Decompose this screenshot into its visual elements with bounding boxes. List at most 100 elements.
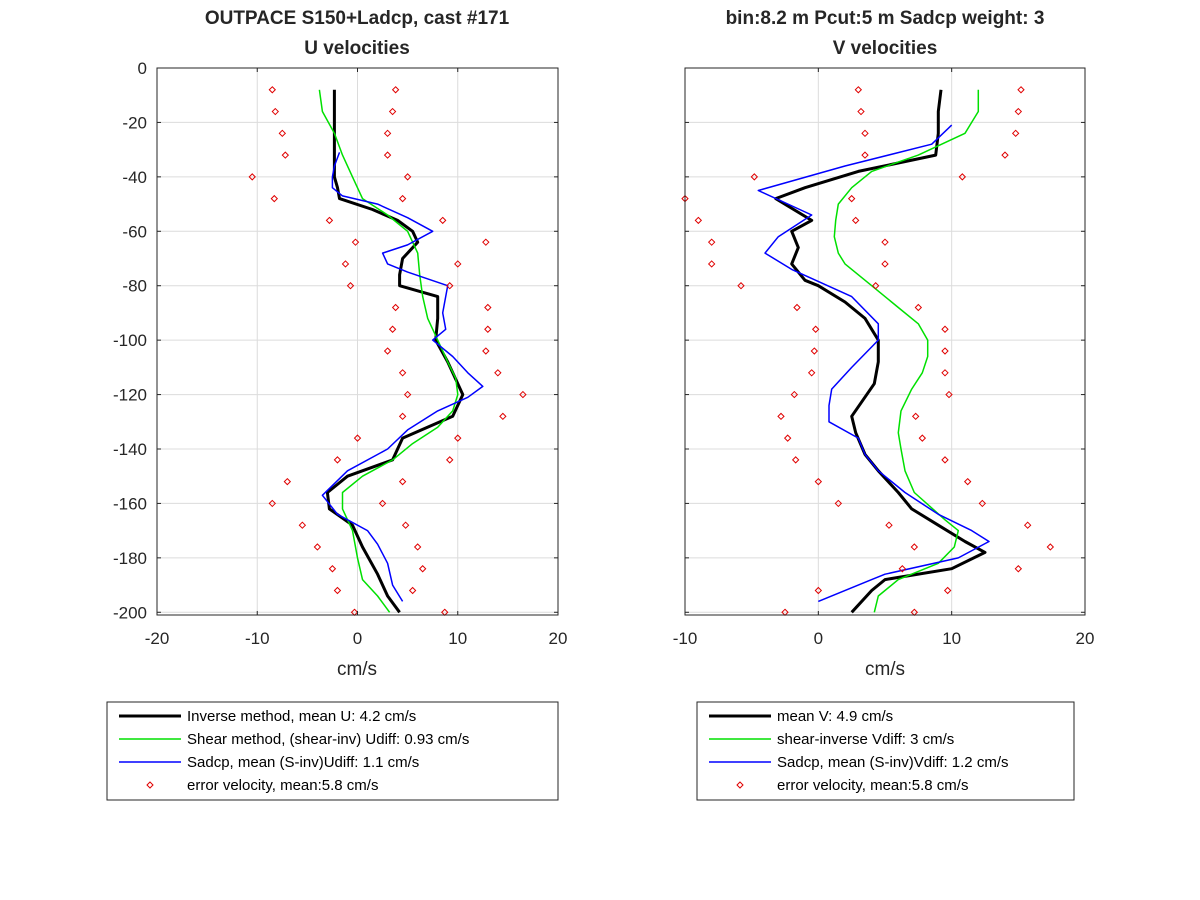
panel1-error-velocity-marker	[854, 86, 863, 94]
panel0-ytick-label: -100	[113, 331, 147, 350]
panel0-ytick-label: -20	[122, 113, 147, 132]
panel1-error-velocity-marker	[941, 325, 949, 333]
panel1-error-velocity-marker	[807, 369, 816, 377]
u-panel-legend: Inverse method, mean U: 4.2 cm/s Shear me…	[106, 701, 559, 801]
panel1-error-velocity-marker	[811, 325, 820, 333]
panel0-error-velocity-marker	[353, 434, 362, 442]
panel1-error-velocity-marker	[750, 173, 759, 181]
panel0-error-velocity-marker	[401, 521, 410, 529]
panel1-error-velocity-marker	[910, 543, 919, 551]
panel0-xtick-label: 20	[549, 629, 568, 648]
panel0-error-velocity-marker	[418, 565, 427, 573]
panel0-error-velocity-marker	[351, 238, 360, 246]
panel1-legend-label: shear-inverse Vdiff: 3 cm/s	[777, 731, 954, 748]
v-panel-subtitle: V velocities	[833, 38, 938, 59]
panel1-error-velocity-marker	[851, 216, 860, 225]
panel1-error-velocity-marker	[1046, 543, 1055, 551]
panel0-legend-label: Inverse method, mean U: 4.2 cm/s	[187, 708, 416, 725]
panel1-axes-box	[684, 67, 1086, 616]
panel0-error-velocity-marker	[439, 216, 447, 225]
panel1-error-velocity-marker	[790, 390, 799, 399]
panel1-legend-label: Sadcp, mean (S-inv)Vdiff: 1.2 cm/s	[777, 754, 1008, 771]
panel0-error-velocity-marker	[346, 282, 355, 290]
panel1-error-velocity-marker	[861, 151, 869, 159]
panel1-error-velocity-marker	[834, 499, 843, 508]
panel0-error-velocity-marker	[278, 129, 287, 138]
panel0-error-velocity-marker	[378, 499, 387, 508]
panel0-error-velocity-marker	[333, 456, 342, 464]
panel0-error-velocity-marker	[499, 412, 507, 421]
panel0-series-line-0	[325, 89, 465, 614]
panel1-error-velocity-marker	[941, 456, 949, 464]
panel1-legend-label: mean V: 4.9 cm/s	[777, 708, 893, 725]
u-panel-subtitle: U velocities	[304, 38, 410, 59]
panel1-error-velocity-marker	[958, 173, 967, 181]
panel0-error-velocity-marker	[413, 543, 422, 551]
panel0-error-velocity-marker	[408, 586, 417, 595]
panel0-error-velocity-marker	[398, 477, 407, 486]
panel0-error-velocity-marker	[248, 173, 256, 181]
panel0-error-velocity-marker	[446, 282, 454, 290]
panel0-error-velocity-marker	[270, 194, 279, 203]
panel0-error-velocity-marker	[383, 151, 392, 159]
panel1-error-velocity-marker	[777, 412, 785, 421]
panel1-error-velocity-marker	[814, 586, 823, 595]
panel1-error-velocity-marker	[810, 347, 819, 355]
panel1-error-velocity-marker	[881, 260, 889, 268]
panel1-error-velocity-marker	[791, 456, 800, 464]
panel0-error-velocity-marker	[398, 194, 407, 203]
panel0-error-velocity-marker	[403, 390, 412, 399]
u-panel-xlabel: cm/s	[337, 659, 377, 680]
panel1-error-velocity-marker	[847, 194, 856, 203]
panel0-ytick-label: -200	[113, 603, 147, 622]
panel1-error-velocity-marker	[1001, 151, 1009, 159]
panel1-xtick-label: -10	[673, 629, 698, 648]
panel1-error-velocity-marker	[963, 477, 972, 486]
panel0-error-velocity-marker	[519, 390, 527, 399]
panel0-ytick-label: -120	[113, 386, 147, 405]
panel0-error-velocity-marker	[484, 325, 492, 333]
panel0-legend-box	[106, 701, 559, 801]
panel0-legend-label: Sadcp, mean (S-inv)Udiff: 1.1 cm/s	[187, 754, 419, 771]
panel1-error-velocity-marker	[1014, 107, 1023, 116]
v-velocity-panel: bin:8.2 m Pcut:5 m Sadcp weight: 3 V vel…	[673, 8, 1095, 680]
panel0-error-velocity-marker	[328, 565, 337, 573]
panel0-error-velocity-marker	[403, 173, 412, 181]
panel0-error-velocity-marker	[325, 216, 334, 225]
panel0-legend-label: error velocity, mean:5.8 cm/s	[187, 777, 378, 794]
panel1-error-velocity-marker	[793, 303, 801, 312]
panel0-error-velocity-marker	[454, 260, 462, 268]
panel0-error-velocity-marker	[383, 129, 392, 138]
panel0-error-velocity-marker	[446, 456, 454, 464]
panel0-ytick-label: -140	[113, 440, 147, 459]
panel1-error-velocity-marker	[978, 499, 987, 508]
panel0-error-velocity-marker	[388, 325, 397, 333]
panel0-ytick-label: -80	[122, 277, 147, 296]
panel1-error-velocity-marker	[898, 565, 907, 573]
u-panel-title: OUTPACE S150+Ladcp, cast #171	[205, 8, 510, 29]
panel0-error-velocity-marker	[494, 369, 502, 377]
panel0-error-velocity-marker	[482, 347, 490, 355]
panel0-error-velocity-marker	[271, 107, 280, 116]
panel1-error-velocity-marker	[941, 369, 949, 377]
panel0-error-velocity-marker	[454, 434, 462, 442]
panel1-error-velocity-marker	[707, 260, 716, 268]
panel1-error-velocity-marker	[861, 129, 869, 138]
v-panel-title: bin:8.2 m Pcut:5 m Sadcp weight: 3	[726, 8, 1045, 29]
panel1-error-velocity-marker	[1011, 129, 1020, 138]
panel1-legend-marker	[736, 781, 744, 789]
panel1-series-line-1	[833, 89, 980, 613]
panel1-error-velocity-marker	[881, 238, 889, 246]
panel0-legend-label: Shear method, (shear-inv) Udiff: 0.93 cm…	[187, 731, 469, 748]
panel1-error-velocity-marker	[857, 107, 865, 116]
panel1-plot-area	[685, 68, 1085, 615]
panel1-series-line-0	[774, 89, 987, 614]
panel0-error-velocity-marker	[281, 151, 290, 159]
panel0-error-velocity-marker	[391, 303, 400, 312]
v-panel-xlabel: cm/s	[865, 659, 905, 680]
panel1-error-velocity-marker	[783, 434, 792, 442]
panel0-error-velocity-marker	[383, 347, 392, 355]
panel0-error-velocity-marker	[268, 86, 276, 94]
panel0-xtick-label: 0	[353, 629, 362, 648]
